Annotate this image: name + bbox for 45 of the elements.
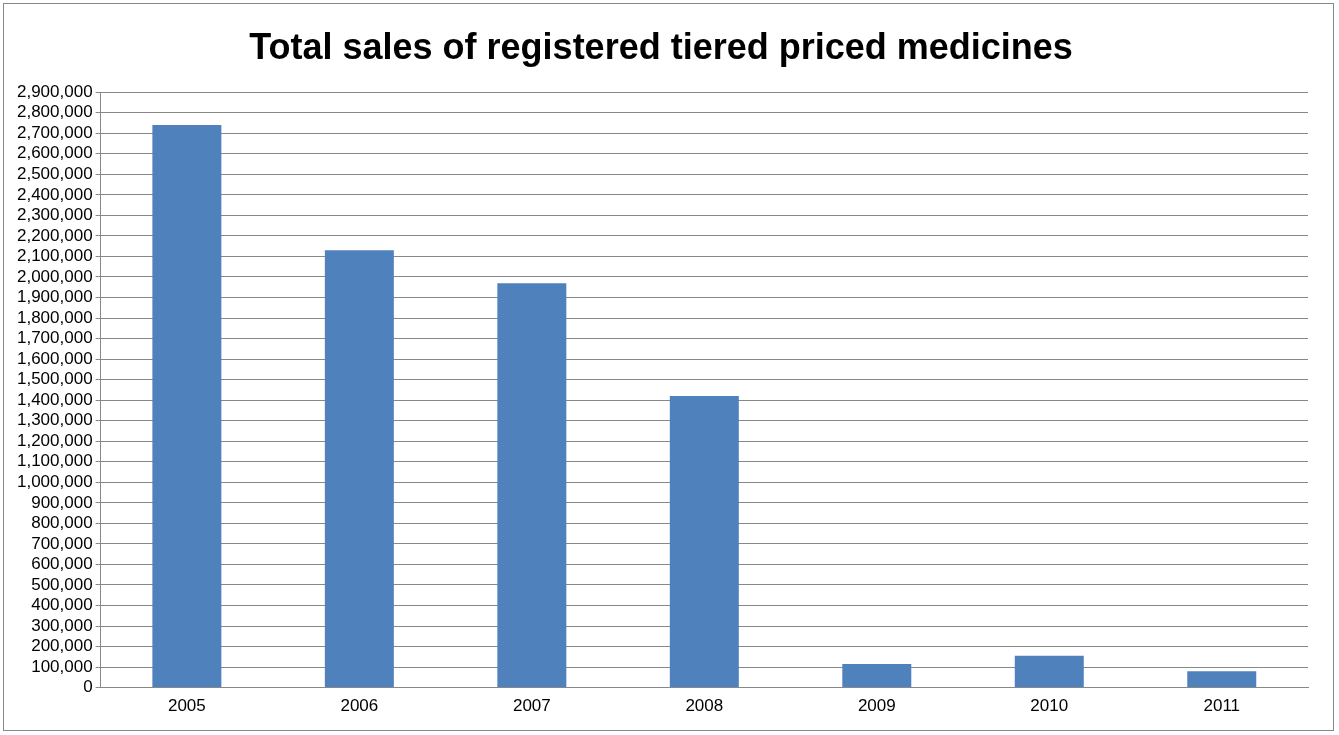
y-tick-label: 0 (83, 677, 93, 697)
y-tick-label: 2,100,000 (16, 246, 93, 266)
y-tick-label: 300,000 (31, 615, 93, 635)
y-tick-label: 200,000 (31, 636, 93, 656)
y-tick-label: 1,500,000 (16, 369, 93, 389)
x-tick-label: 2010 (1030, 696, 1069, 716)
y-tick-label: 2,200,000 (16, 225, 93, 245)
chart-title: Total sales of registered tiered priced medicines (249, 25, 1073, 67)
bar (1014, 655, 1084, 688)
y-tick-label: 2,600,000 (16, 143, 93, 163)
y-tick-label: 700,000 (31, 533, 93, 553)
y-tick-label: 900,000 (31, 492, 93, 512)
y-tick-label: 1,800,000 (16, 307, 93, 327)
bar (497, 283, 567, 688)
x-tick-label: 2006 (340, 696, 379, 716)
bar (669, 396, 739, 688)
y-tick-label: 2,400,000 (16, 184, 93, 204)
bar (1187, 671, 1257, 688)
y-tick-label: 2,800,000 (16, 102, 93, 122)
y-tick-label: 2,900,000 (16, 81, 93, 101)
x-tick-label: 2008 (685, 696, 724, 716)
bar (842, 663, 912, 688)
y-tick-label: 1,400,000 (16, 389, 93, 409)
y-tick-label: 1,300,000 (16, 410, 93, 430)
x-tick-label: 2007 (512, 696, 551, 716)
y-tick-label: 600,000 (31, 554, 93, 574)
y-tick-label: 1,100,000 (16, 451, 93, 471)
x-tick-label: 2011 (1203, 696, 1241, 716)
y-tick-label: 1,000,000 (16, 471, 93, 491)
x-tick-label: 2005 (167, 696, 206, 716)
y-tick-label: 2,000,000 (16, 266, 93, 286)
y-tick-label: 2,700,000 (16, 122, 93, 142)
x-tick-label: 2009 (857, 696, 896, 716)
y-tick-label: 1,600,000 (16, 348, 93, 368)
y-tick-label: 2,300,000 (16, 205, 93, 225)
y-tick-label: 1,200,000 (16, 430, 93, 450)
y-tick-label: 100,000 (31, 656, 93, 676)
y-tick-label: 1,900,000 (16, 287, 93, 307)
y-tick-label: 400,000 (31, 595, 93, 615)
y-tick-label: 2,500,000 (16, 164, 93, 184)
y-tick-label: 500,000 (31, 574, 93, 594)
bar (324, 250, 394, 688)
bar (152, 125, 222, 688)
y-tick-label: 800,000 (31, 513, 93, 533)
y-tick-label: 1,700,000 (16, 328, 93, 348)
